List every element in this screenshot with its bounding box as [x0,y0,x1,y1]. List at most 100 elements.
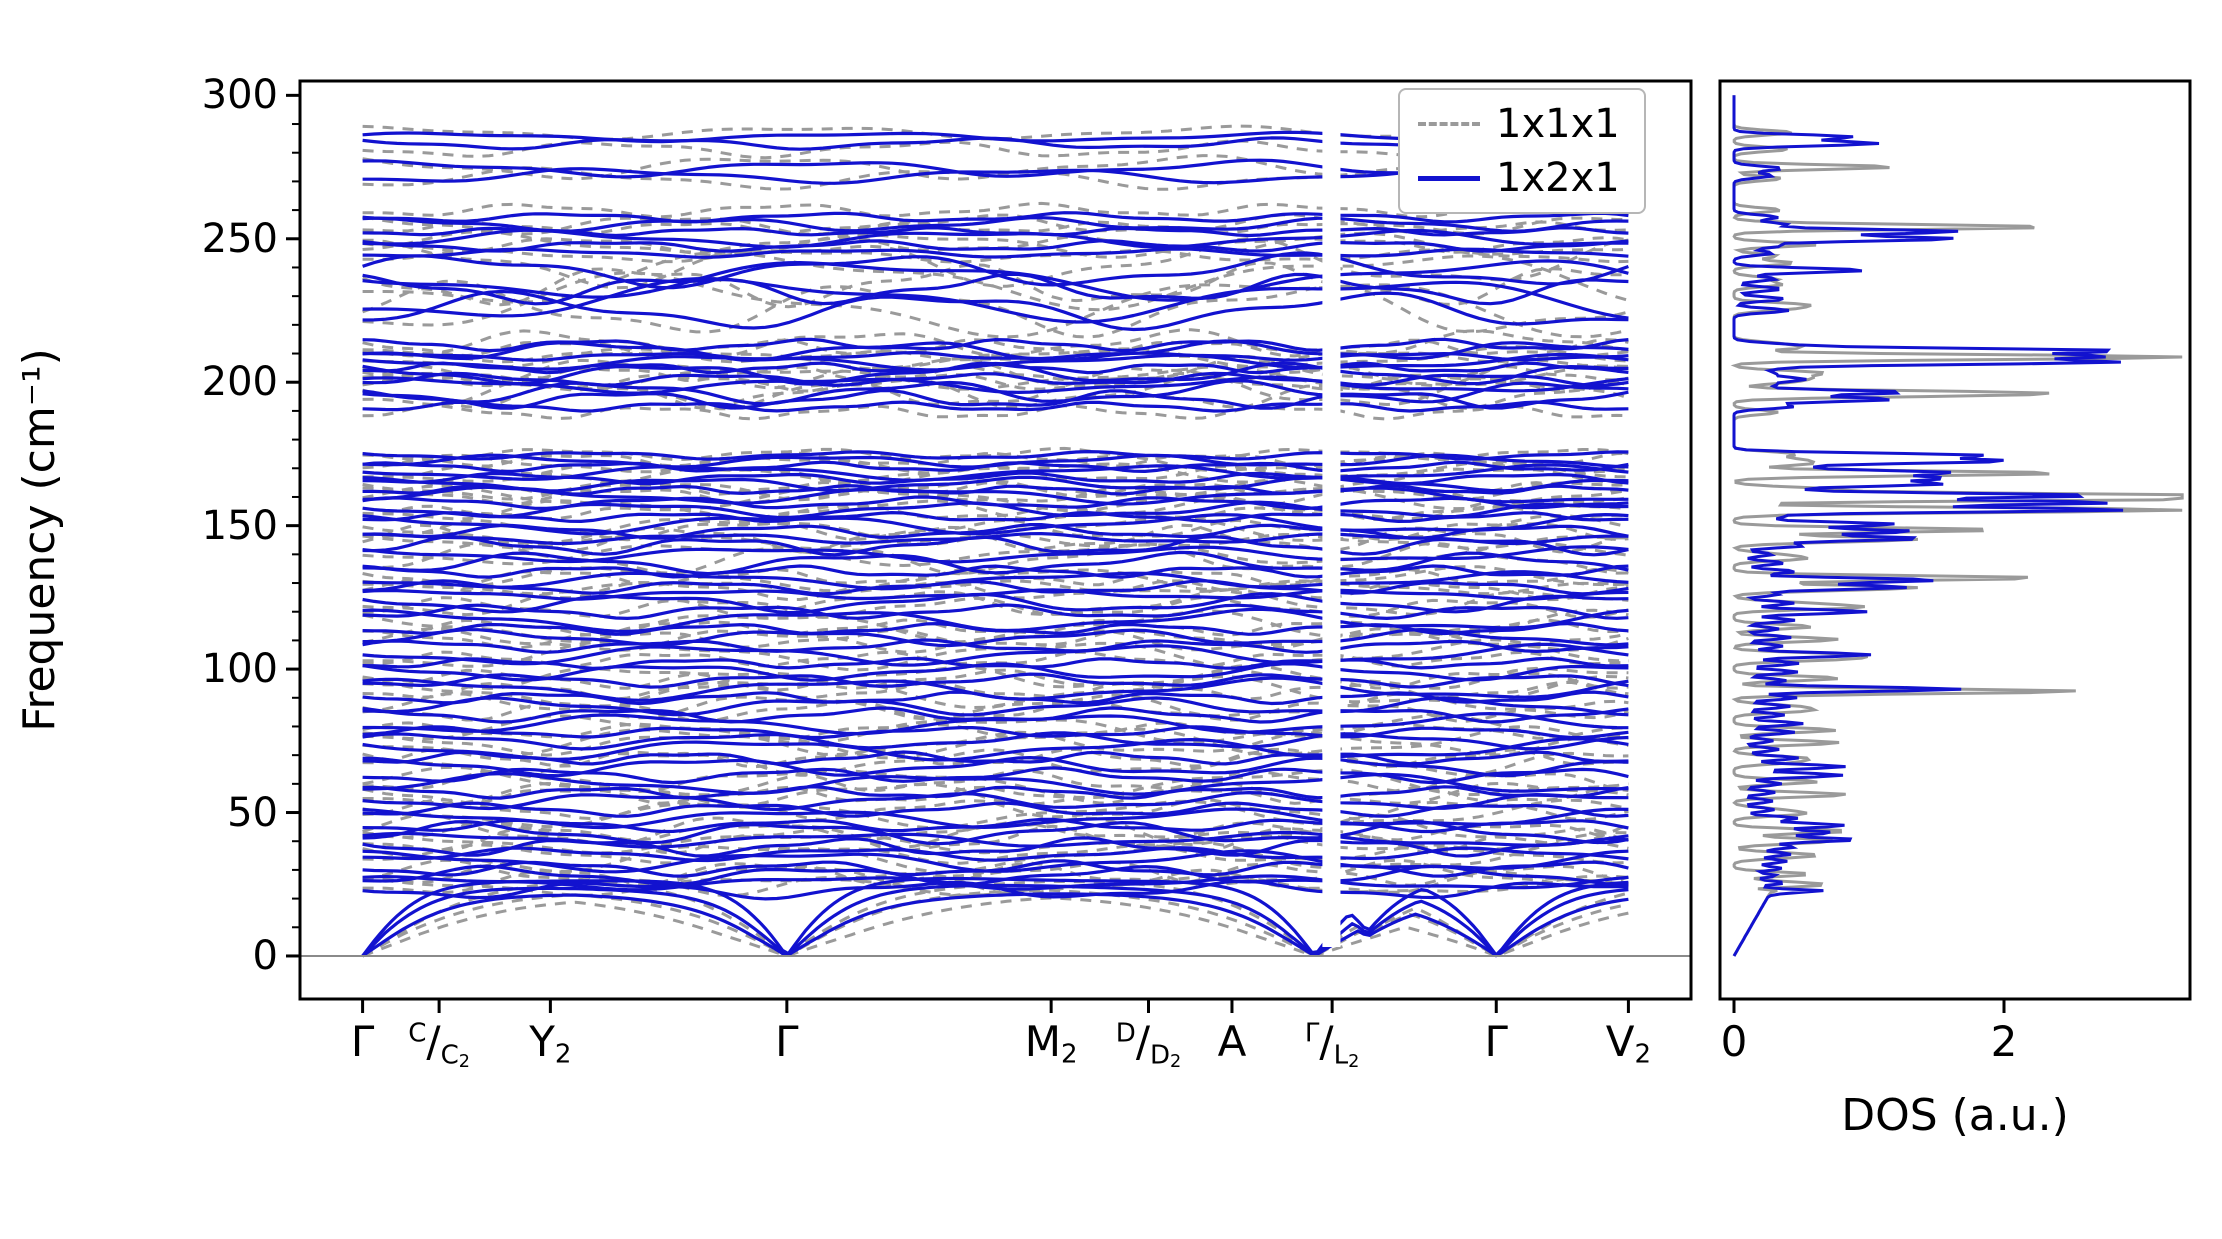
band-curve-gray [362,478,1629,502]
band-structure-curves [361,124,1630,958]
band-curve-blue [362,737,1629,762]
band-curve-blue [362,228,1629,249]
y-tick-label: 200 [201,359,278,406]
band-curve-blue [362,564,1629,579]
band-curve-gray [362,595,1629,619]
band-curve-gray [362,824,1630,855]
band-curve-gray [362,780,1629,808]
band-curve-gray [362,721,1629,741]
dos-tick-label: 0 [1720,1017,1748,1066]
band-curve-blue [362,662,1629,682]
band-curve-blue [362,672,1629,689]
band-curve-blue [362,712,1629,736]
band-curve-blue [362,731,1629,751]
legend-entry-1x2x1: 1x2x1 [1418,156,1620,200]
band-curve-blue [362,211,1629,224]
band-curve-blue [362,485,1629,506]
band-curve-gray [362,484,1629,513]
kpath-tick-label: V2 [1605,1017,1652,1070]
band-curve-blue [362,820,1629,846]
band-curve-gray [362,674,1629,710]
legend-label: 1x2x1 [1496,155,1620,201]
band-curve-blue [362,450,1629,461]
band-curve-blue [362,836,1629,858]
y-tick-label: 50 [227,789,278,836]
band-curve-blue [362,628,1629,648]
band-curve-gray [362,730,1629,757]
band-panel-border [298,79,1693,1001]
band-curve-blue [362,513,1629,536]
band-curve-blue [362,579,1629,596]
band-curve-blue [362,785,1629,800]
band-curve-blue [362,460,1629,473]
y-tick-label: 0 [252,932,278,979]
acoustic-curve-blue [361,892,1629,958]
kpath-tick-label: C/C2 [408,1017,470,1072]
band-curve-gray [362,650,1629,668]
band-curve-gray [362,820,1629,842]
kpath-tick-label: Γ/L2 [1304,1017,1360,1072]
kpath-tick-label: M2 [1024,1017,1078,1070]
band-curve-gray [362,279,1629,339]
band-curve-blue [362,339,1629,362]
band-curve-blue [362,638,1629,654]
band-curve-gray [362,201,1629,219]
band-curve-blue [362,756,1629,778]
acoustic-curve-blue [361,876,1629,958]
band-curve-blue [362,766,1629,785]
band-curve-blue [362,511,1629,523]
band-curve-blue [362,351,1629,362]
legend-dashed-line-sample [1418,122,1480,126]
band-curve-blue [362,272,1629,306]
band-curve-blue [362,725,1629,740]
band-curve-gray [362,747,1629,777]
acoustic-curve-gray [362,896,1629,958]
band-curve-blue [362,535,1629,557]
dos-panel-border [1718,79,2192,1001]
band-curve-blue [362,400,1629,413]
kpath-tick-label: Γ [1484,1017,1508,1066]
band-curve-gray [362,235,1629,254]
band-curve-blue [362,791,1629,812]
band-curve-blue [362,642,1629,667]
band-curve-blue [362,801,1629,818]
band-curve-blue [362,570,1629,591]
legend-solid-line-sample [1418,175,1480,181]
band-curve-blue [362,389,1629,410]
band-curve-gray [362,230,1629,259]
legend-entry-1x1x1: 1x1x1 [1418,102,1620,146]
dos-curve-gray [1730,95,2184,957]
kpath-tick-label: Γ [350,1017,375,1066]
band-curve-blue [362,696,1629,717]
band-curve-blue [362,817,1629,834]
band-curve-gray [362,380,1629,410]
band-curve-blue [362,532,1629,546]
band-curve-blue [362,592,1629,615]
band-curve-blue [362,475,1629,493]
dos-tick-label: 2 [1990,1017,2018,1066]
band-curve-gray [362,668,1629,690]
band-curve-gray [362,843,1629,865]
band-curve-blue [362,545,1629,564]
band-curve-blue [362,379,1629,406]
band-curve-gray [362,365,1629,391]
band-curve-gray [362,328,1629,359]
band-curve-gray [362,250,1629,312]
dos-curve-blue [1732,95,2124,957]
band-curve-gray [362,840,1629,874]
band-curve-blue [362,247,1629,259]
dos-curves [1730,95,2184,957]
band-curve-gray [362,354,1629,390]
band-curve-gray [362,404,1629,421]
band-curve-blue [362,846,1629,863]
y-tick-label: 100 [201,646,278,693]
band-curve-blue [362,289,1629,332]
band-curve-gray [362,497,1629,523]
band-curve-gray [362,518,1629,542]
band-curve-gray [362,713,1629,745]
band-curve-blue [362,864,1629,887]
band-curve-gray [362,460,1629,486]
kpath-tick-label: Γ [775,1017,799,1066]
band-curve-blue [362,859,1629,878]
